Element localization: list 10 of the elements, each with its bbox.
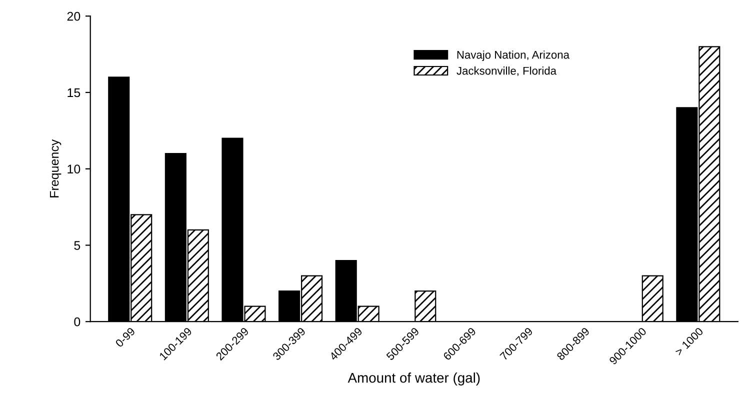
y-tick-label: 10 [68, 164, 80, 174]
y-tick-label: 20 [67, 12, 80, 21]
legend-label: Navajo Nation, Arizona [457, 50, 570, 61]
y-axis-title: Frequency [50, 139, 62, 198]
legend-label: Jacksonville, Florida [456, 66, 556, 76]
y-tick-label: 0 [74, 317, 80, 326]
y-tick-label: 15 [68, 88, 80, 98]
y-tick-label: 5 [74, 241, 80, 250]
x-axis-title: Amount of water (gal) [348, 372, 480, 386]
x-tick-label: 0-99 [114, 327, 136, 348]
